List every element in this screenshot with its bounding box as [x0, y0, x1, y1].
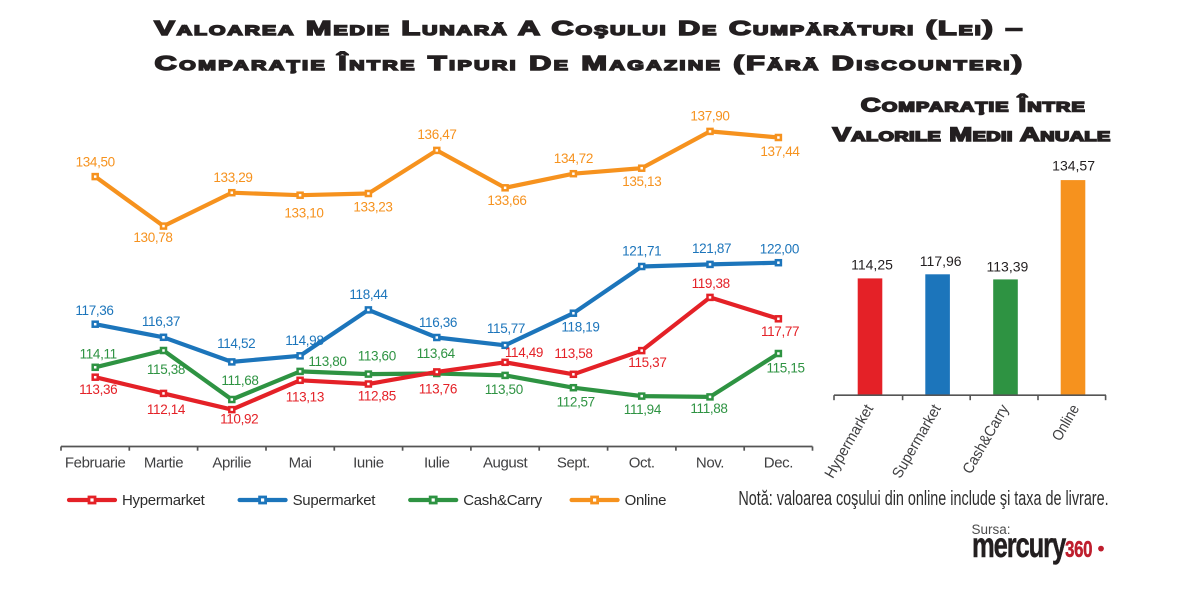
svg-text:112,57: 112,57 — [557, 394, 595, 409]
svg-text:137,90: 137,90 — [690, 109, 729, 124]
svg-text:115,38: 115,38 — [147, 362, 185, 377]
svg-text:114,25: 114,25 — [851, 256, 893, 272]
svg-text:Martie: Martie — [144, 455, 183, 472]
svg-text:121,87: 121,87 — [692, 241, 731, 256]
svg-text:133,29: 133,29 — [213, 170, 252, 185]
svg-text:Nov.: Nov. — [696, 455, 724, 472]
svg-text:122,00: 122,00 — [760, 241, 799, 256]
svg-text:Online: Online — [625, 492, 667, 509]
svg-text:Sursa:: Sursa: — [971, 522, 1010, 537]
svg-text:121,71: 121,71 — [622, 244, 661, 259]
svg-text:Notă: valoarea coşului din onl: Notă: valoarea coşului din online includ… — [738, 487, 1108, 510]
svg-text:113,39: 113,39 — [987, 258, 1029, 274]
svg-text:118,19: 118,19 — [561, 320, 599, 335]
svg-text:133,66: 133,66 — [487, 193, 526, 208]
svg-text:118,44: 118,44 — [349, 287, 388, 302]
svg-text:134,57: 134,57 — [1052, 158, 1095, 174]
svg-text:116,36: 116,36 — [419, 315, 457, 330]
svg-text:110,92: 110,92 — [220, 411, 258, 426]
svg-text:Iulie: Iulie — [424, 455, 450, 472]
svg-text:Aprilie: Aprilie — [212, 455, 251, 472]
svg-text:Sept.: Sept. — [557, 455, 590, 472]
svg-text:116,37: 116,37 — [142, 314, 180, 329]
svg-text:Supermarket: Supermarket — [293, 492, 377, 509]
svg-text:114,49: 114,49 — [505, 345, 543, 360]
svg-text:Oct.: Oct. — [629, 455, 655, 472]
svg-text:113,50: 113,50 — [485, 382, 523, 397]
svg-text:Comparaţie Între Tipuri De Mag: Comparaţie Între Tipuri De Magazine (Făr… — [155, 51, 1025, 75]
svg-text:112,14: 112,14 — [147, 402, 186, 417]
svg-text:113,13: 113,13 — [286, 389, 324, 404]
svg-text:111,88: 111,88 — [690, 401, 727, 416]
svg-text:133,10: 133,10 — [284, 205, 323, 220]
svg-text:112,85: 112,85 — [358, 388, 396, 403]
svg-text:115,37: 115,37 — [628, 355, 666, 370]
svg-text:119,38: 119,38 — [692, 276, 730, 291]
svg-text:113,80: 113,80 — [308, 354, 346, 369]
svg-text:115,15: 115,15 — [766, 361, 804, 376]
svg-text:Iunie: Iunie — [353, 455, 384, 472]
svg-text:130,78: 130,78 — [133, 230, 172, 245]
svg-text:114,52: 114,52 — [217, 336, 255, 351]
svg-text:111,68: 111,68 — [221, 373, 258, 388]
svg-text:Mai: Mai — [289, 455, 312, 472]
svg-text:August: August — [483, 455, 529, 472]
svg-text:137,44: 137,44 — [760, 144, 800, 159]
svg-text:Valoarea Medie Lunară A Coşulu: Valoarea Medie Lunară A Coşului De Cumpă… — [154, 16, 1024, 40]
svg-text:135,13: 135,13 — [622, 174, 661, 189]
svg-text:113,60: 113,60 — [358, 348, 396, 363]
svg-text:Hypermarket: Hypermarket — [122, 492, 206, 509]
svg-text:113,76: 113,76 — [419, 381, 457, 396]
svg-text:136,47: 136,47 — [417, 127, 456, 142]
svg-text:115,77: 115,77 — [487, 321, 525, 336]
svg-text:Comparaţie Între: Comparaţie Între — [861, 94, 1086, 116]
svg-text:117,96: 117,96 — [920, 253, 962, 269]
svg-text:Valorile Medii Anuale: Valorile Medii Anuale — [832, 125, 1110, 146]
svg-text:111,94: 111,94 — [624, 402, 662, 417]
svg-text:117,77: 117,77 — [761, 324, 799, 339]
svg-text:134,72: 134,72 — [554, 151, 593, 166]
svg-text:113,58: 113,58 — [554, 346, 592, 361]
svg-text:134,50: 134,50 — [76, 154, 115, 169]
svg-text:114,11: 114,11 — [80, 347, 117, 362]
svg-text:113,64: 113,64 — [417, 346, 456, 361]
svg-text:133,23: 133,23 — [353, 200, 392, 215]
svg-text:Cash&Carry: Cash&Carry — [463, 492, 542, 509]
svg-text:117,36: 117,36 — [75, 303, 113, 318]
svg-text:114,98: 114,98 — [285, 333, 323, 348]
svg-text:113,36: 113,36 — [79, 382, 117, 397]
svg-text:Dec.: Dec. — [764, 455, 793, 472]
svg-text:Februarie: Februarie — [65, 455, 126, 472]
